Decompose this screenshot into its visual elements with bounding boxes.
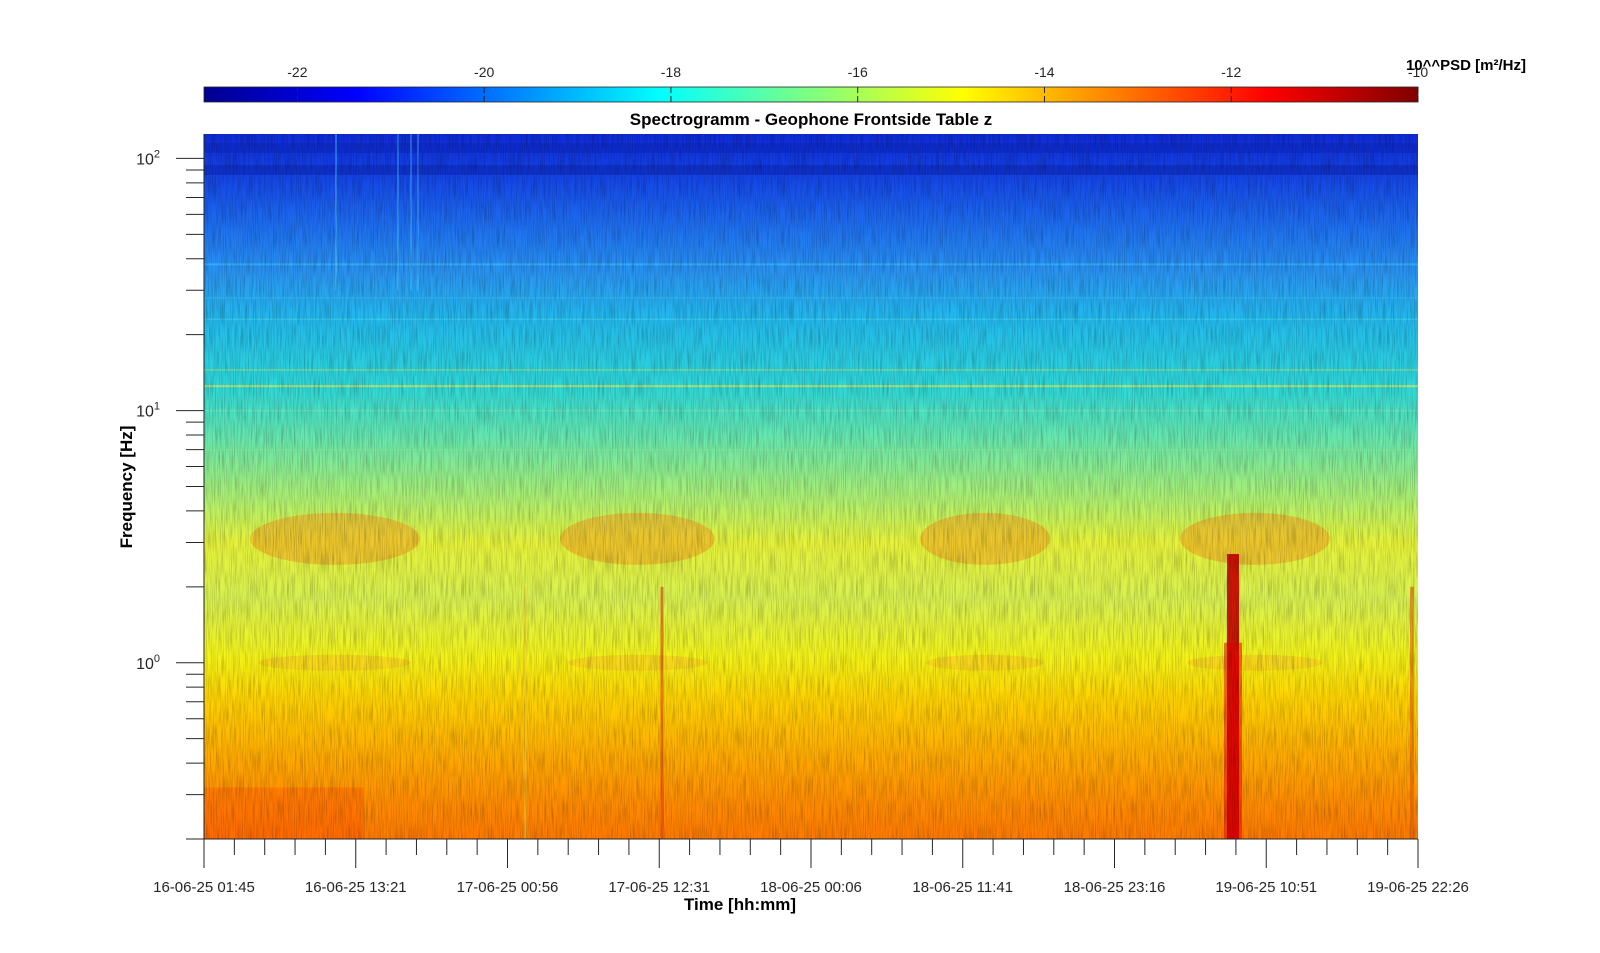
colorbar-tick-label: -12 <box>1221 64 1241 80</box>
spectrogram-texture <box>204 134 1418 839</box>
x-tick-label: 18-06-25 11:41 <box>912 879 1013 896</box>
colorbar-gradient <box>203 86 1419 103</box>
colorbar: -22 -20 -18 -16 -14 -12 -10 10^^PSD [m²/Hz] <box>203 57 1526 103</box>
x-tick-label: 18-06-25 00:06 <box>760 879 862 896</box>
colorbar-tick-label: -18 <box>661 64 681 80</box>
colorbar-tick-label: -22 <box>287 64 307 80</box>
y-ticks: 100 101 102 <box>136 148 204 840</box>
x-tick-label: 16-06-25 01:45 <box>153 879 255 896</box>
colorbar-tick-label: -10 <box>1408 64 1428 80</box>
colorbar-label: 10^^PSD [m²/Hz] <box>1406 57 1526 74</box>
y-axis-label: Frequency [Hz] <box>117 426 136 549</box>
x-ticks: 16-06-25 01:45 16-06-25 13:21 17-06-25 00:… <box>153 839 1469 896</box>
x-tick-label: 16-06-25 13:21 <box>305 879 407 896</box>
chart-title: Spectrogramm - Geophone Frontside Table … <box>630 110 992 129</box>
y-tick-label: 101 <box>136 401 160 421</box>
y-tick-label: 102 <box>136 148 160 168</box>
x-tick-label: 19-06-25 10:51 <box>1215 879 1317 896</box>
x-tick-label: 17-06-25 12:31 <box>608 879 710 896</box>
x-tick-label: 18-06-25 23:16 <box>1064 879 1166 896</box>
y-tick-label: 100 <box>136 653 160 673</box>
colorbar-tick-label: -16 <box>848 64 868 80</box>
colorbar-ticks: -22 -20 -18 -16 -14 -12 -10 <box>287 64 1428 102</box>
plot-area <box>204 134 1418 839</box>
colorbar-tick-label: -20 <box>474 64 494 80</box>
axes: 16-06-25 01:45 16-06-25 13:21 17-06-25 00:… <box>136 134 1469 896</box>
x-axis-label: Time [hh:mm] <box>684 895 796 914</box>
colorbar-tick-label: -14 <box>1034 64 1054 80</box>
x-tick-label: 17-06-25 00:56 <box>457 879 559 896</box>
x-tick-label: 19-06-25 22:26 <box>1367 879 1469 896</box>
